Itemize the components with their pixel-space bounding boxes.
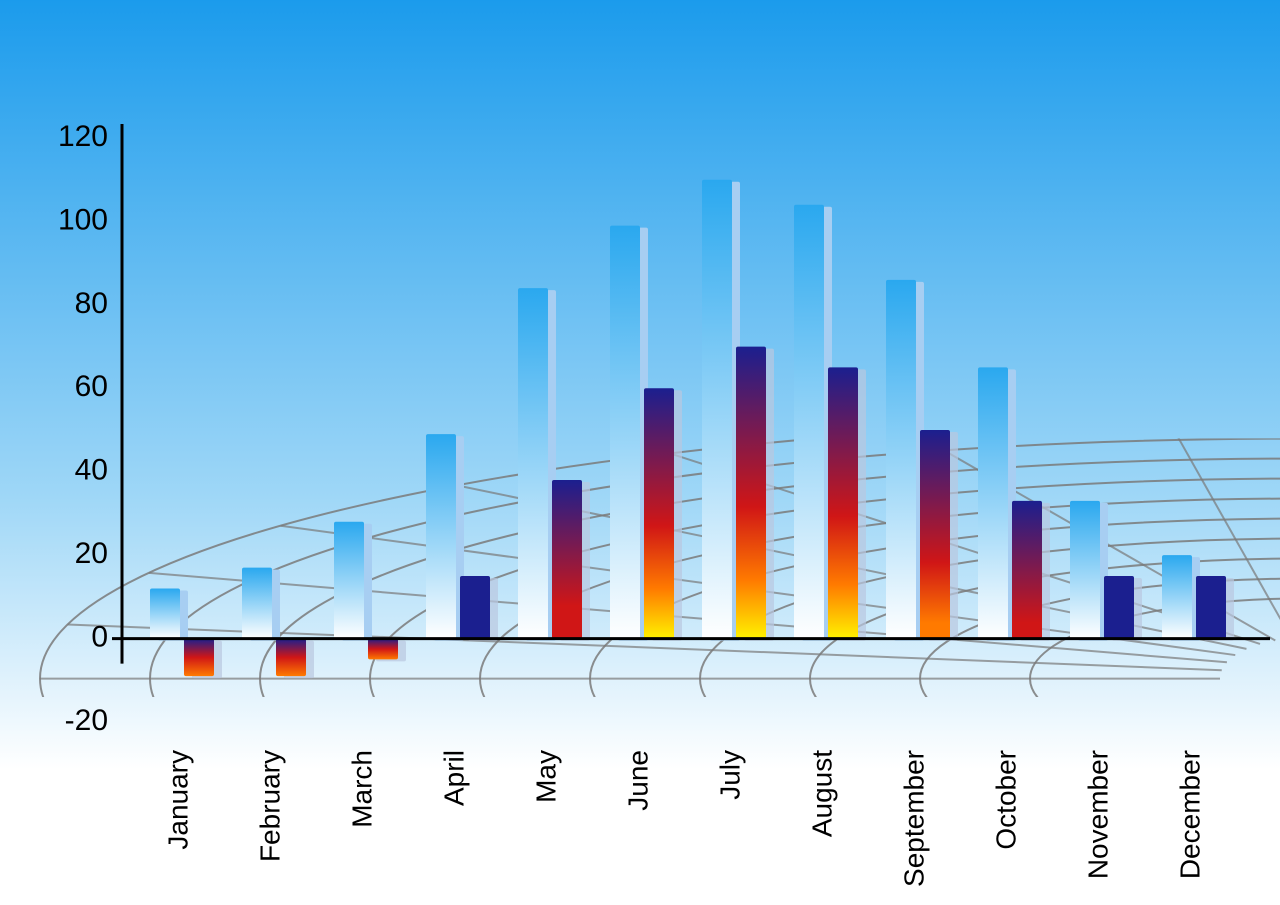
y-tick-label: 60 xyxy=(75,370,108,403)
x-tick-label: May xyxy=(530,750,561,803)
bar-series-b xyxy=(828,367,858,638)
bar-series-a xyxy=(978,367,1008,638)
chart-container: -20 0 20 40 60 80 100 120 January February March A… xyxy=(0,0,1280,905)
bar-series-a xyxy=(426,434,456,638)
y-tick-label: 0 xyxy=(91,620,108,653)
bar-series-a xyxy=(702,180,732,639)
y-tick-label: 20 xyxy=(75,537,108,570)
x-tick-label: September xyxy=(898,750,929,887)
y-tick-label: 40 xyxy=(75,454,108,487)
y-tick-label: 120 xyxy=(58,120,108,153)
y-tick-label: -20 xyxy=(65,704,108,737)
bar-series-a xyxy=(242,568,272,639)
bar-series-b xyxy=(1104,576,1134,639)
bar-series-b xyxy=(368,639,398,660)
bar-series-a xyxy=(518,288,548,638)
x-tick-label: April xyxy=(438,750,469,806)
y-tick-label: 80 xyxy=(75,287,108,320)
bar-series-a xyxy=(150,589,180,639)
bar-series-a xyxy=(1070,501,1100,639)
bar-series-b xyxy=(276,639,306,677)
monthly-bar-chart: -20 0 20 40 60 80 100 120 January February March A… xyxy=(0,0,1280,905)
bar-series-b xyxy=(1012,501,1042,639)
bar-series-a xyxy=(334,522,364,639)
bar-series-b xyxy=(920,430,950,639)
bar-series-b xyxy=(644,388,674,638)
bar-series-b xyxy=(460,576,490,639)
bar-series-b xyxy=(1196,576,1226,639)
x-tick-label: January xyxy=(162,750,193,850)
bar-series-a xyxy=(794,205,824,639)
bar-series-b xyxy=(736,347,766,639)
y-tick-label: 100 xyxy=(58,203,108,236)
x-tick-label: July xyxy=(714,750,745,800)
x-tick-label: August xyxy=(806,750,837,837)
x-tick-label: October xyxy=(990,750,1021,850)
x-tick-label: June xyxy=(622,750,653,811)
bar-series-a xyxy=(886,280,916,639)
x-tick-label: February xyxy=(254,750,285,862)
bar-series-b xyxy=(184,639,214,677)
x-tick-label: December xyxy=(1174,750,1205,879)
x-tick-label: November xyxy=(1082,750,1113,879)
bar-series-b xyxy=(552,480,582,639)
bar-series-a xyxy=(1162,555,1192,638)
x-tick-label: March xyxy=(346,750,377,828)
bar-series-a xyxy=(610,226,640,639)
